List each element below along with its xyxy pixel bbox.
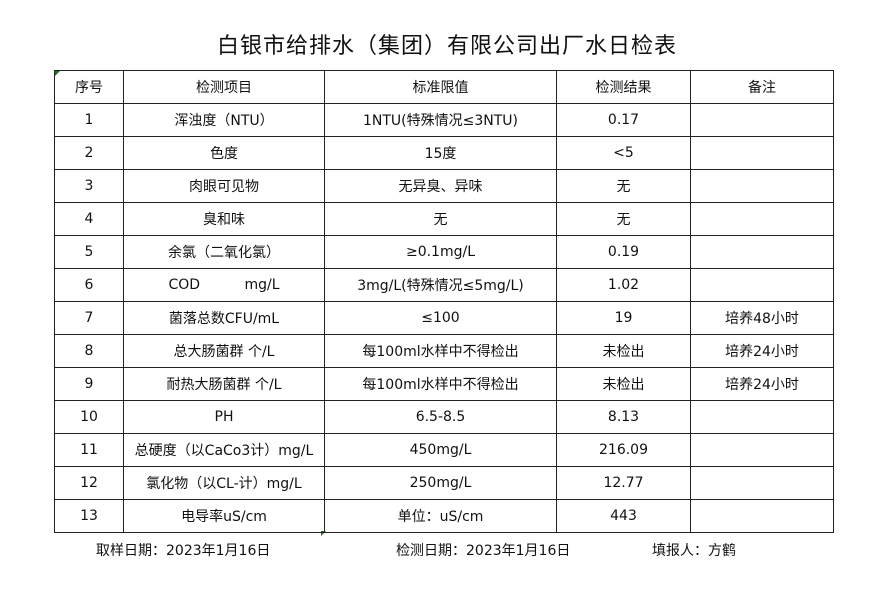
table-cell: 250mg/L	[324, 466, 557, 500]
table-cell: 3	[54, 169, 124, 203]
table-cell: 氯化物（以CL-计）mg/L	[123, 466, 325, 500]
cell-marker	[321, 531, 326, 536]
table-cell: 每100ml水样中不得检出	[324, 334, 557, 368]
test-date: 检测日期：2023年1月16日	[396, 543, 571, 559]
table-cell	[690, 466, 834, 500]
table-cell: 培养24小时	[690, 367, 834, 401]
table-cell: 余氯（二氧化氯）	[123, 235, 325, 269]
table-cell: 19	[556, 301, 691, 335]
table-cell: 无	[556, 169, 691, 203]
table-row: 8 总大肠菌群 个/L 每100ml水样中不得检出 未检出 培养24小时	[54, 334, 834, 368]
table-cell: 12	[54, 466, 124, 500]
table-cell	[690, 400, 834, 434]
table-cell: 1.02	[556, 268, 691, 302]
header-cell: 标准限值	[324, 70, 557, 104]
table-cell: 443	[556, 499, 691, 533]
table-cell: 培养24小时	[690, 334, 834, 368]
table-row: 4 臭和味无无	[54, 202, 834, 236]
table-cell: PH	[123, 400, 325, 434]
table-cell: ≥0.1mg/L	[324, 235, 557, 269]
table-cell	[690, 499, 834, 533]
table-cell: 13	[54, 499, 124, 533]
table-cell: 色度	[123, 136, 325, 170]
table-row: 6 COD mg/L 3mg/L(特殊情况≤5mg/L) 1.02	[54, 268, 834, 302]
table-cell: COD mg/L	[123, 268, 325, 302]
table-row: 11 总硬度（以CaCo3计）mg/L 450mg/L 216.09	[54, 433, 834, 467]
table-cell: 浑浊度（NTU）	[123, 103, 325, 137]
table-cell: 无异臭、异味	[324, 169, 557, 203]
table-cell: 1NTU(特殊情况≤3NTU)	[324, 103, 557, 137]
table-row: 1 浑浊度（NTU） 1NTU(特殊情况≤3NTU) 0.17	[54, 103, 834, 137]
header-cell: 检测项目	[123, 70, 325, 104]
table-cell: 3mg/L(特殊情况≤5mg/L)	[324, 268, 557, 302]
table-cell: 4	[54, 202, 124, 236]
table-cell: 9	[54, 367, 124, 401]
table-cell: 肉眼可见物	[123, 169, 325, 203]
table-cell: 无	[324, 202, 557, 236]
table-cell: 培养48小时	[690, 301, 834, 335]
table-cell: 未检出	[556, 367, 691, 401]
table-cell: 电导率uS/cm	[123, 499, 325, 533]
table-cell: 10	[54, 400, 124, 434]
table-cell: <5	[556, 136, 691, 170]
header-cell: 备注	[690, 70, 834, 104]
table-cell: 6.5-8.5	[324, 400, 557, 434]
table-cell: 耐热大肠菌群 个/L	[123, 367, 325, 401]
table-cell: 1	[54, 103, 124, 137]
sampling-date: 取样日期：2023年1月16日	[96, 543, 271, 559]
table-cell: 2	[54, 136, 124, 170]
table-cell: 216.09	[556, 433, 691, 467]
table-cell: 7	[54, 301, 124, 335]
table-cell: 12.77	[556, 466, 691, 500]
table-cell: 无	[556, 202, 691, 236]
table-cell	[690, 103, 834, 137]
table-row: 7 菌落总数CFU/mL ≤100 19 培养48小时	[54, 301, 834, 335]
table-cell	[690, 235, 834, 269]
inspection-table: 序号 检测项目 标准限值 检测结果 备注 1 浑浊度（NTU） 1NTU(特殊情况≤…	[54, 70, 834, 533]
page-title: 白银市给排水（集团）有限公司出厂水日检表	[216, 34, 677, 59]
table-row: 2 色度 15度 <5	[54, 136, 834, 170]
table-header-row: 序号 检测项目 标准限值 检测结果 备注	[54, 70, 834, 104]
table-cell: 8.13	[556, 400, 691, 434]
table-cell: 15度	[324, 136, 557, 170]
table-cell: ≤100	[324, 301, 557, 335]
table-cell: 每100ml水样中不得检出	[324, 367, 557, 401]
table-cell: 450mg/L	[324, 433, 557, 467]
header-cell: 序号	[54, 70, 124, 104]
table-cell: 臭和味	[123, 202, 325, 236]
table-row: 12 氯化物（以CL-计）mg/L 250mg/L 12.77	[54, 466, 834, 500]
table-cell	[690, 169, 834, 203]
table-cell	[690, 268, 834, 302]
table-cell: 8	[54, 334, 124, 368]
table-cell: 5	[54, 235, 124, 269]
table-cell: 6	[54, 268, 124, 302]
table-cell: 总硬度（以CaCo3计）mg/L	[123, 433, 325, 467]
table-row: 5 余氯（二氧化氯） ≥0.1mg/L 0.19	[54, 235, 834, 269]
table-cell	[690, 202, 834, 236]
table-row: 13 电导率uS/cm 单位：uS/cm 443	[54, 499, 834, 533]
header-cell: 检测结果	[556, 70, 691, 104]
table-cell: 0.19	[556, 235, 691, 269]
table-cell: 0.17	[556, 103, 691, 137]
table-cell	[690, 136, 834, 170]
reporter: 填报人：方鹤	[652, 543, 736, 559]
table-cell	[690, 433, 834, 467]
table-cell: 菌落总数CFU/mL	[123, 301, 325, 335]
table-cell: 11	[54, 433, 124, 467]
table-cell: 未检出	[556, 334, 691, 368]
table-row: 9 耐热大肠菌群 个/L 每100ml水样中不得检出 未检出 培养24小时	[54, 367, 834, 401]
table-cell: 单位：uS/cm	[324, 499, 557, 533]
table-row: 3 肉眼可见物 无异臭、异味无	[54, 169, 834, 203]
table-row: 10 PH 6.5-8.5 8.13	[54, 400, 834, 434]
table-cell: 总大肠菌群 个/L	[123, 334, 325, 368]
